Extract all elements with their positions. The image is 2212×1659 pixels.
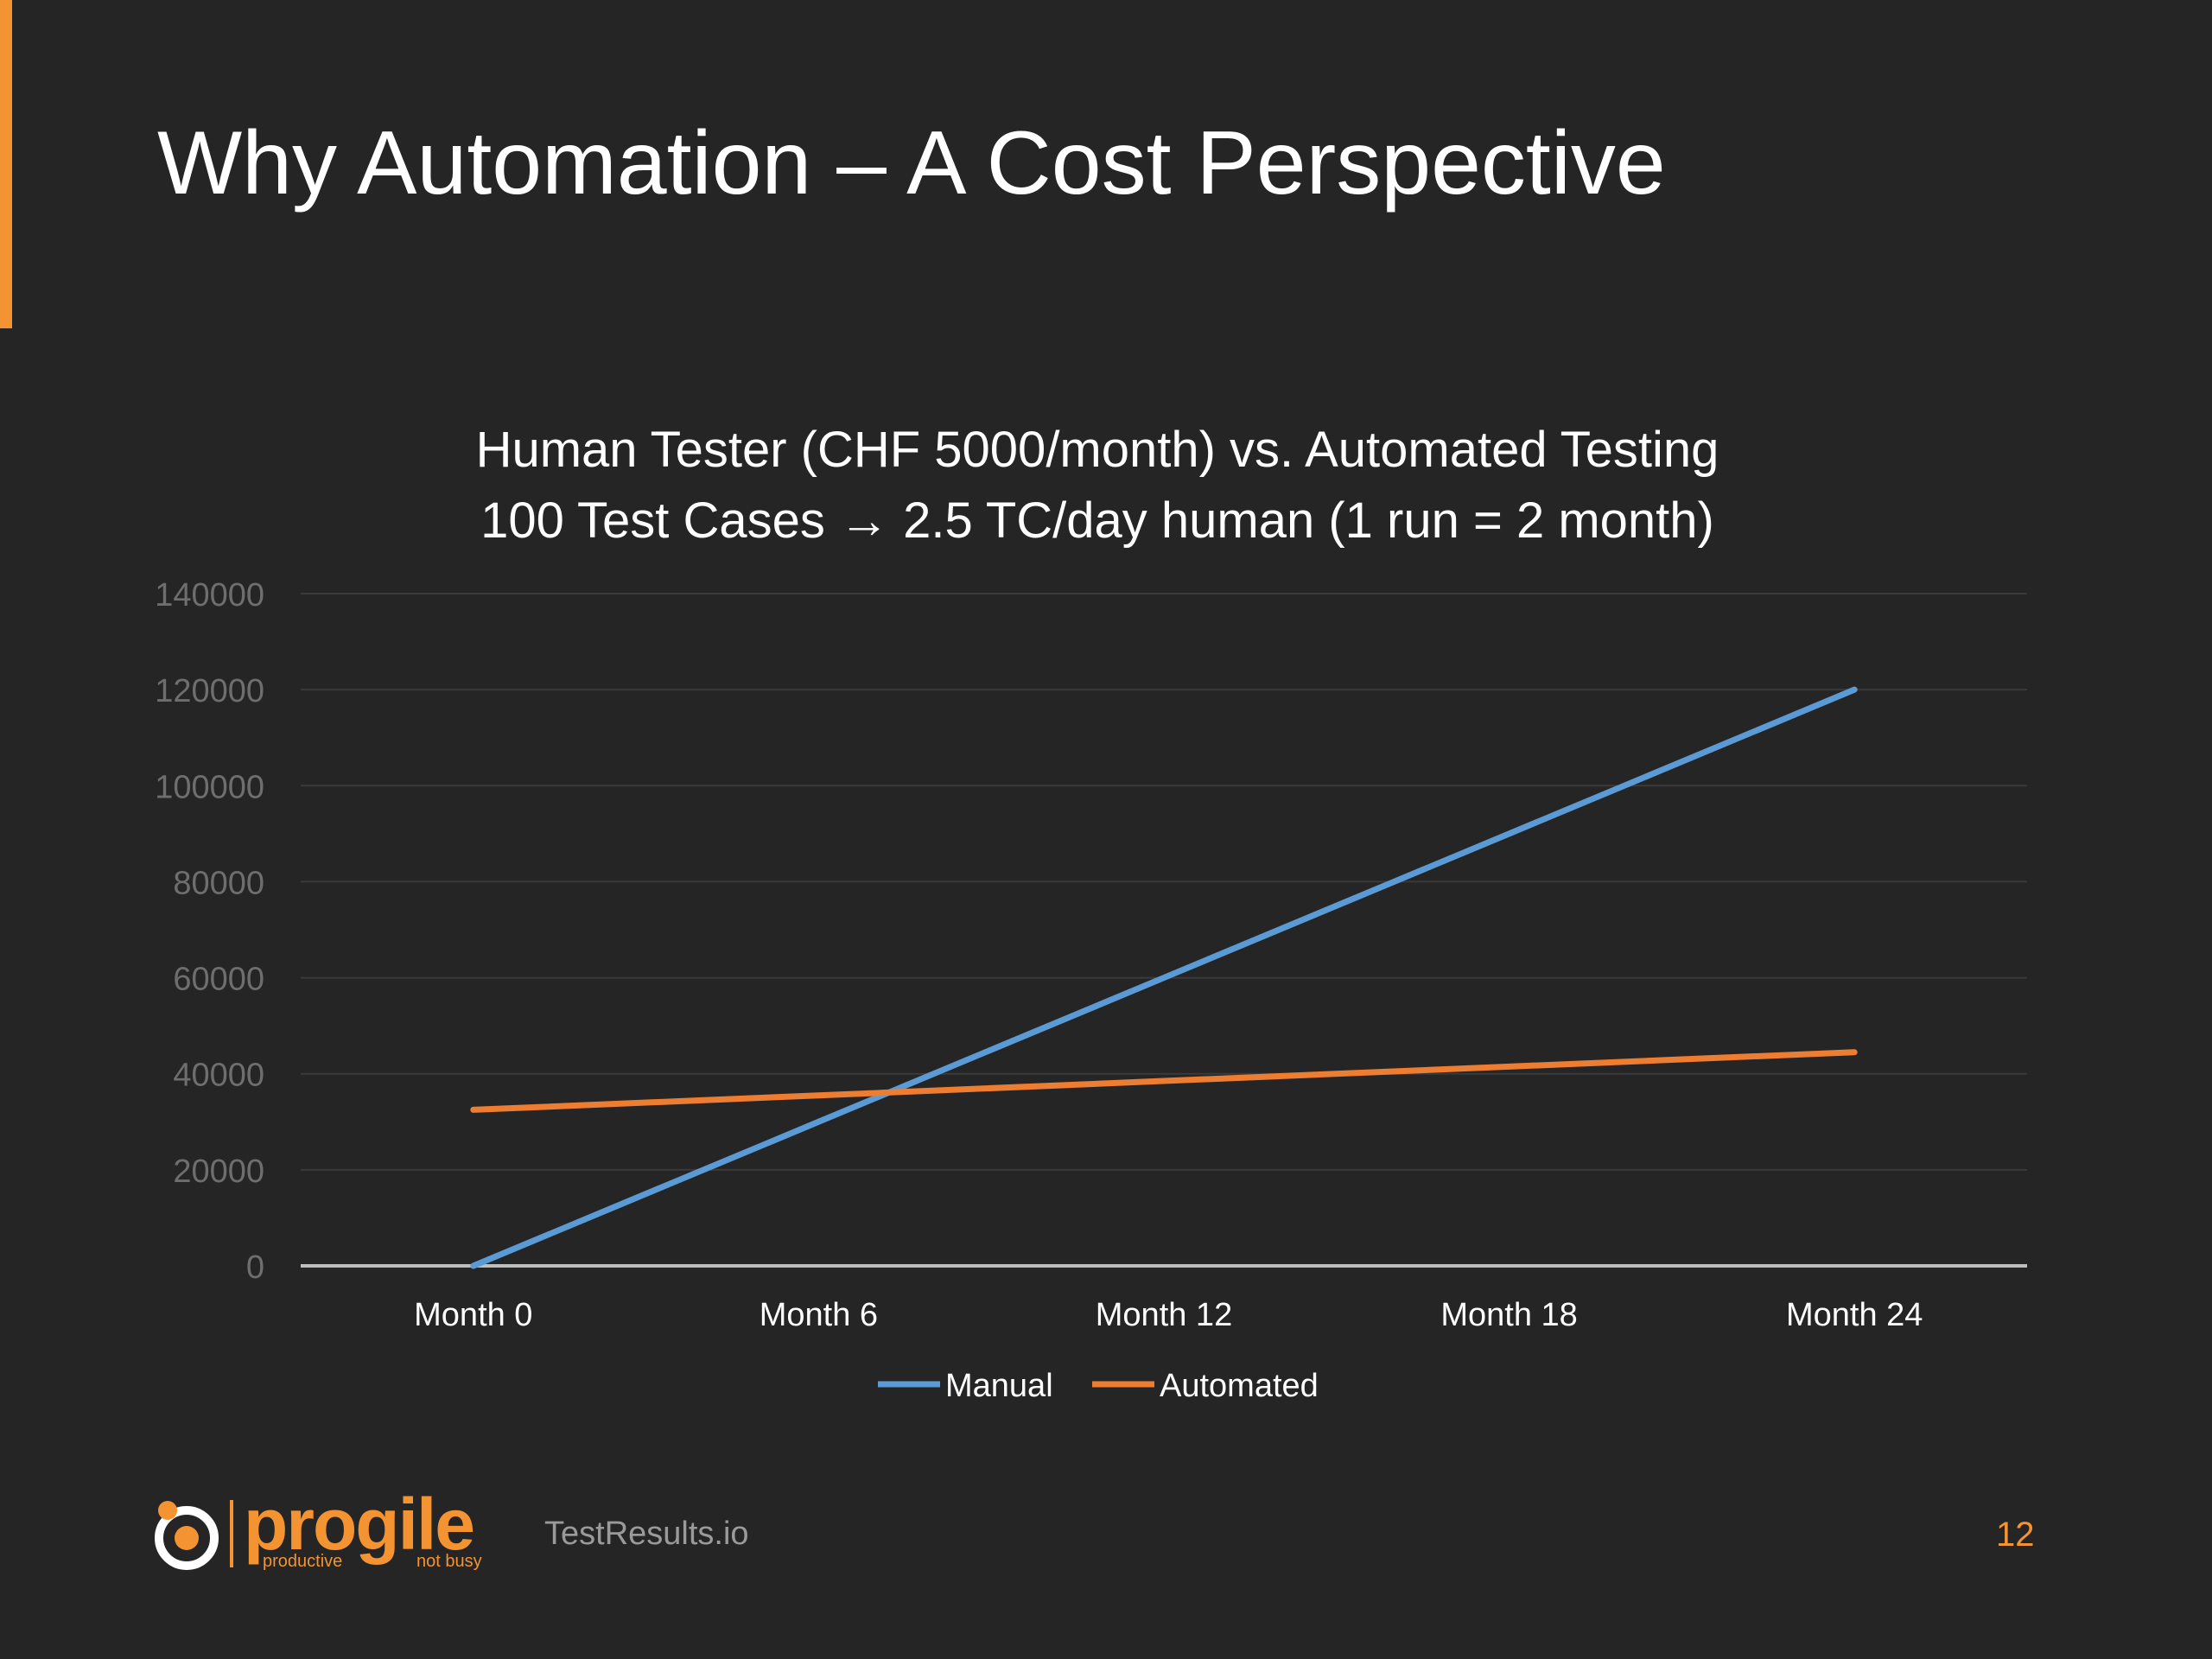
y-tick-label: 0 xyxy=(246,1249,264,1286)
series-line-manual xyxy=(470,686,1858,1269)
logo-word: progile xyxy=(244,1484,475,1565)
gridlines xyxy=(301,593,2027,1268)
x-tick-label: Month 24 xyxy=(1786,1297,1923,1333)
chart-title: Human Tester (CHF 5000/month) vs. Automa… xyxy=(0,415,2195,556)
accent-bar xyxy=(0,0,12,328)
legend-label-manual: Manual xyxy=(945,1368,1053,1404)
chart-title-line-1: Human Tester (CHF 5000/month) vs. Automa… xyxy=(475,422,1719,478)
x-tick-label: Month 6 xyxy=(760,1297,878,1333)
legend-label-automated: Automated xyxy=(1160,1368,1319,1404)
x-axis-ticks: Month 0 Month 6 Month 12 Month 18 Month 24 xyxy=(414,1297,1923,1333)
x-tick-label: Month 0 xyxy=(414,1297,532,1333)
x-tick-label: Month 18 xyxy=(1440,1297,1577,1333)
chart-title-line-2: 100 Test Cases → 2.5 TC/day human (1 run… xyxy=(480,493,1714,549)
footer-site: TestResults.io xyxy=(544,1516,749,1552)
y-tick-label: 20000 xyxy=(173,1154,264,1190)
series-line-automated xyxy=(470,1049,1858,1113)
y-tick-label: 40000 xyxy=(173,1058,264,1094)
slide-title: Why Automation – A Cost Perspective xyxy=(157,113,1666,213)
logo-divider xyxy=(230,1500,233,1567)
legend: Manual Automated xyxy=(878,1368,1319,1404)
line-chart: 020000400006000080000100000120000140000 … xyxy=(155,577,2027,1404)
y-tick-label: 140000 xyxy=(155,577,264,613)
x-tick-label: Month 12 xyxy=(1096,1297,1232,1333)
logo-mark-icon xyxy=(155,1501,219,1570)
y-tick-label: 120000 xyxy=(155,673,264,709)
y-axis-ticks: 0 20000 40000 60000 80000 100000 120000 140000 xyxy=(155,577,264,1286)
progile-logo: progile productive not busy xyxy=(152,1484,498,1573)
page-number: 12 xyxy=(1996,1516,2035,1554)
y-tick-label: 100000 xyxy=(155,769,264,805)
logo-tagline-right: not busy xyxy=(416,1552,482,1571)
y-tick-label: 80000 xyxy=(173,865,264,901)
logo-tagline-left: productive xyxy=(263,1552,343,1571)
y-tick-label: 60000 xyxy=(173,962,264,998)
series xyxy=(470,686,1858,1269)
